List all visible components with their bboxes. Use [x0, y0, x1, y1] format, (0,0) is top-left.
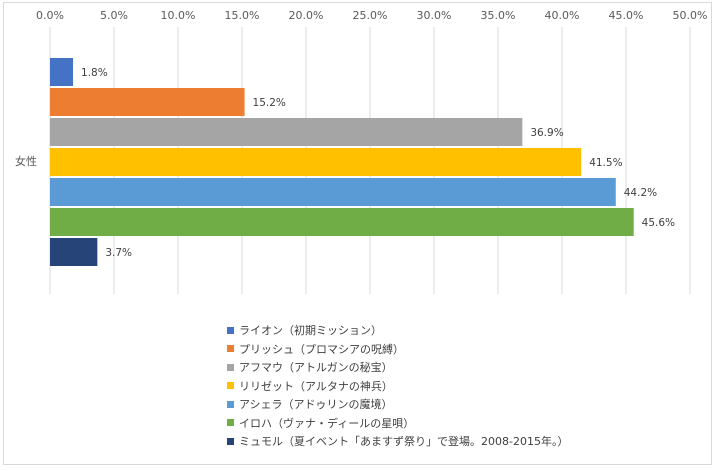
- legend-item: リリゼット（アルタナの神兵）: [227, 377, 568, 396]
- legend-label: リリゼット（アルタナの神兵）: [239, 379, 393, 393]
- x-tick-label: 25.0%: [353, 9, 388, 22]
- legend-swatch: [227, 345, 234, 353]
- data-label: 41.5%: [589, 157, 622, 169]
- legend-label: イロハ（ヴァナ・ディールの星唄）: [239, 416, 415, 430]
- legend-swatch: [227, 437, 234, 445]
- legend-label: アフマウ（アトルガンの秘宝）: [239, 361, 393, 375]
- bar: [50, 238, 98, 266]
- legend-label: ミュモル（夏イベント「あますず祭り」で登場。2008-2015年。）: [239, 435, 569, 449]
- legend-label: ライオン（初期ミッション）: [239, 324, 382, 338]
- data-label: 36.9%: [530, 127, 563, 139]
- x-tick-label: 5.0%: [100, 9, 128, 22]
- bar: [50, 208, 634, 236]
- x-tick-label: 15.0%: [225, 9, 260, 22]
- bar: [50, 178, 616, 206]
- legend-swatch: [227, 382, 234, 390]
- x-tick-label: 20.0%: [289, 9, 324, 22]
- category-label: 女性: [15, 154, 37, 168]
- bar: [50, 118, 523, 146]
- bar: [50, 148, 582, 176]
- data-label: 44.2%: [624, 187, 657, 199]
- x-tick-label: 0.0%: [36, 9, 64, 22]
- x-tick-label: 10.0%: [161, 9, 196, 22]
- legend-swatch: [227, 363, 234, 371]
- x-tick-label: 50.0%: [673, 9, 708, 22]
- bar: [50, 88, 245, 116]
- legend-item: ライオン（初期ミッション）: [227, 321, 568, 340]
- legend-label: プリッシュ（プロマシアの呪縛）: [239, 342, 404, 356]
- legend-item: イロハ（ヴァナ・ディールの星唄）: [227, 414, 568, 433]
- legend-item: アフマウ（アトルガンの秘宝）: [227, 358, 568, 377]
- data-label: 45.6%: [642, 217, 675, 229]
- legend-label: アシェラ（アドゥリンの魔境）: [239, 398, 393, 412]
- legend: ライオン（初期ミッション） プリッシュ（プロマシアの呪縛） アフマウ（アトルガンの秘…: [227, 321, 568, 451]
- data-label: 15.2%: [253, 97, 286, 109]
- x-tick-label: 40.0%: [545, 9, 580, 22]
- legend-item: アシェラ（アドゥリンの魔境）: [227, 395, 568, 414]
- legend-item: ミュモル（夏イベント「あますず祭り」で登場。2008-2015年。）: [227, 432, 568, 451]
- data-label: 1.8%: [81, 67, 108, 79]
- data-label: 3.7%: [105, 247, 132, 259]
- x-tick-label: 35.0%: [481, 9, 516, 22]
- legend-item: プリッシュ（プロマシアの呪縛）: [227, 340, 568, 359]
- bar: [50, 58, 74, 86]
- x-tick-label: 45.0%: [609, 9, 644, 22]
- legend-swatch: [227, 419, 234, 427]
- x-tick-label: 30.0%: [417, 9, 452, 22]
- legend-swatch: [227, 400, 234, 408]
- legend-swatch: [227, 326, 234, 334]
